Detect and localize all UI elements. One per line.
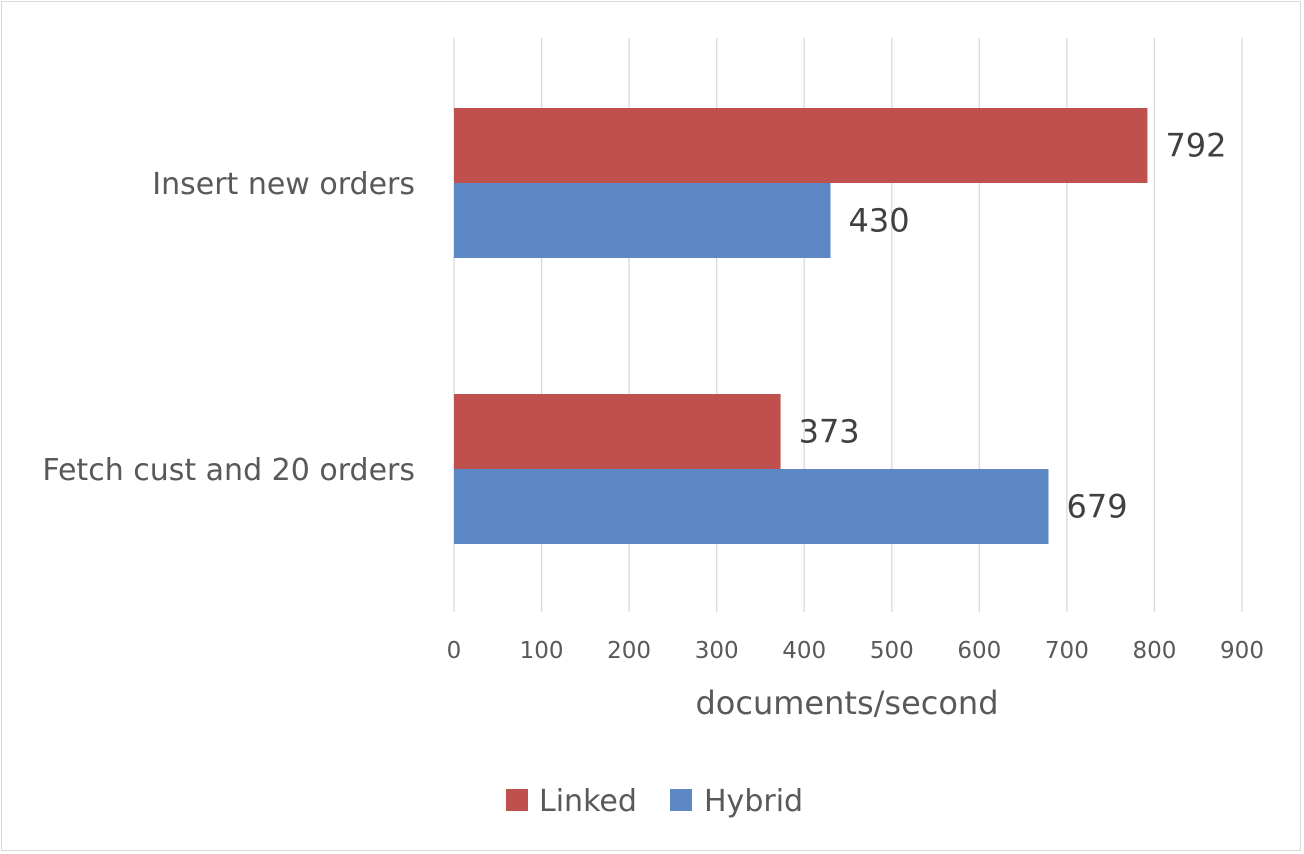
category-labels: Insert new orders Fetch cust and 20 order…: [42, 167, 415, 488]
legend-swatch-linked: [506, 789, 528, 811]
x-tick-label: 900: [1220, 638, 1264, 664]
x-tick-label: 300: [695, 638, 739, 664]
x-tick-label: 0: [447, 638, 462, 664]
x-tick-label: 400: [782, 638, 826, 664]
x-axis-title: documents/second: [695, 684, 998, 722]
bar-hybrid-2: [454, 469, 1049, 544]
legend-label-hybrid: Hybrid: [704, 784, 803, 819]
legend: Linked Hybrid: [506, 784, 803, 819]
legend-label-linked: Linked: [539, 784, 637, 819]
data-label-linked-2: 373: [799, 413, 860, 451]
data-labels: 792 430 373 679: [799, 127, 1227, 526]
x-tick-label: 100: [520, 638, 564, 664]
x-tick-label: 600: [957, 638, 1001, 664]
x-tick-label: 700: [1045, 638, 1089, 664]
x-tick-label: 800: [1132, 638, 1176, 664]
data-label-linked-1: 792: [1165, 127, 1226, 165]
category-label: Insert new orders: [152, 167, 415, 202]
bar-linked-1: [454, 108, 1148, 183]
data-label-hybrid-2: 679: [1067, 488, 1128, 526]
x-tick-label: 200: [607, 638, 651, 664]
legend-swatch-hybrid: [670, 789, 692, 811]
category-label: Fetch cust and 20 orders: [42, 453, 415, 488]
data-label-hybrid-1: 430: [848, 202, 909, 240]
x-tick-labels: 0 100 200 300 400 500 600 700 800 900: [447, 638, 1264, 664]
bar-hybrid-1: [454, 183, 831, 258]
x-tick-label: 500: [870, 638, 914, 664]
bars: [454, 108, 1148, 544]
bar-linked-2: [454, 394, 781, 469]
